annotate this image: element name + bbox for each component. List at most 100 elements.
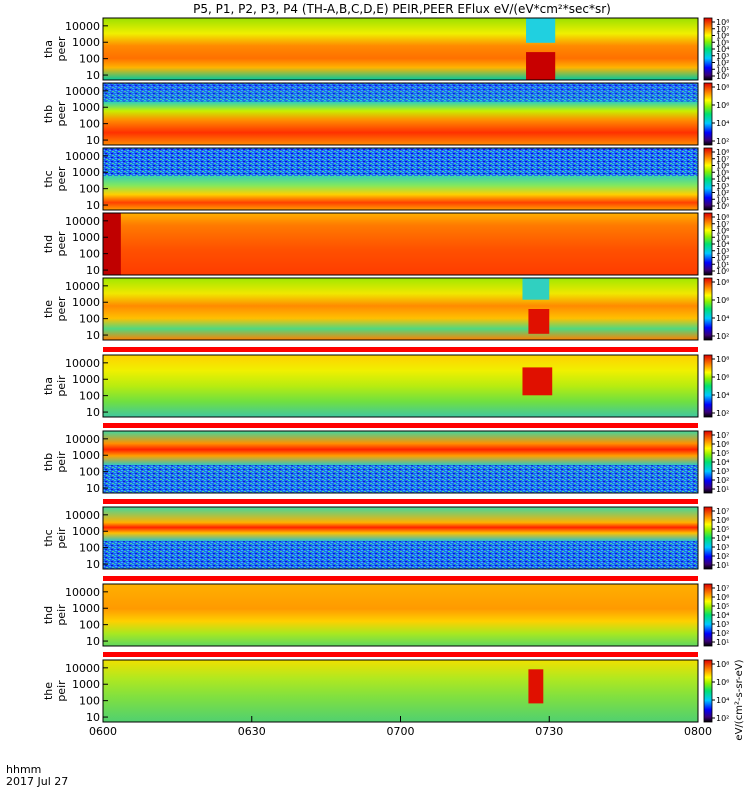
colorbar-tick-label: 10⁴ [716, 314, 729, 323]
colorbar-tick-label: 10⁷ [716, 584, 729, 593]
y-tick-label: 1000 [72, 36, 100, 49]
y-tick-label: 10000 [65, 85, 100, 98]
y-tick-label: 10 [86, 558, 100, 571]
event-band [526, 18, 556, 43]
colorbar-tick-label: 10¹ [716, 638, 729, 647]
colorbar [703, 659, 713, 723]
colorbar-tick-label: 10¹ [716, 561, 729, 570]
figure-title: P5, P1, P2, P3, P4 (TH-A,B,C,D,E) PEIR,P… [193, 2, 611, 16]
x-tick-label: 0630 [238, 725, 266, 738]
colorbar-tick-label: 10² [716, 332, 729, 341]
y-tick-label: 10000 [65, 357, 100, 370]
colorbar-tick-label: 10⁶ [716, 678, 729, 687]
y-tick-label: 100 [79, 183, 100, 196]
colorbar-tick-label: 10⁵ [716, 233, 729, 242]
status-bar [103, 347, 698, 352]
x-tick-label: 0730 [535, 725, 563, 738]
colorbar-tick-label: 10⁷ [716, 220, 729, 229]
colorbar [703, 277, 713, 341]
panel-the-peer: 10000 1000 100 10 the peer 10⁸ 10⁶ 10⁴ 10² [42, 277, 729, 342]
colorbar [703, 17, 713, 81]
spectrogram [103, 278, 698, 340]
panel-thb-peer: 10000 1000 100 10 thb peer 10⁸ 10⁶ 10⁴ 10² [42, 82, 729, 147]
spectrogram [103, 213, 698, 275]
panel-thc-peir: 10000 1000 100 10 thc peir 10⁷10⁶10⁵10⁴10³10²1… [42, 499, 729, 571]
spectrogram [103, 584, 698, 646]
colorbar-tick-label: 10⁵ [716, 602, 729, 611]
colorbar [703, 82, 713, 146]
colorbar-tick-label: 10⁶ [716, 32, 729, 41]
panel-ylabel: peir [55, 451, 68, 473]
y-tick-label: 1000 [72, 296, 100, 309]
colorbar-tick-label: 10¹ [716, 65, 729, 74]
colorbar-tick-label: 10² [716, 714, 729, 723]
colorbar [703, 212, 713, 276]
noise-region [103, 83, 698, 102]
status-bar [103, 423, 698, 428]
colorbar-tick-label: 10⁴ [716, 696, 729, 705]
y-tick-label: 100 [79, 619, 100, 632]
colorbar-tick-label: 10⁸ [716, 355, 729, 364]
panel-ylabel: peer [55, 101, 68, 127]
y-tick-label: 10000 [65, 150, 100, 163]
panel-ylabel: the [42, 300, 55, 318]
y-tick-label: 10 [86, 635, 100, 648]
event-band [528, 669, 544, 704]
spectrogram [103, 660, 698, 722]
colorbar-tick-label: 10³ [716, 247, 729, 256]
colorbar-tick-label: 10⁴ [716, 45, 729, 54]
y-tick-label: 10 [86, 264, 100, 277]
colorbar-tick-label: 10⁰ [716, 202, 729, 211]
panel-thb-peir: 10000 1000 100 10 thb peir 10⁷10⁶10⁵10⁴10³10²1… [42, 423, 729, 495]
x-axis-label-hhmm: hhmm [6, 763, 41, 776]
colorbar-tick-label: 10¹ [716, 195, 729, 204]
panel-frame [102, 277, 699, 341]
panel-ylabel: tha [42, 40, 55, 58]
y-tick-label: 10000 [65, 662, 100, 675]
y-tick-label: 10 [86, 406, 100, 419]
y-tick-label: 10 [86, 134, 100, 147]
panel-ylabel: peir [55, 604, 68, 626]
y-tick-label: 10000 [65, 586, 100, 599]
colorbar [703, 430, 713, 494]
panel-ylabel: peer [55, 296, 68, 322]
y-tick-label: 10 [86, 69, 100, 82]
colorbar-tick-label: 10⁵ [716, 449, 729, 458]
x-axis: 0600 0630 0700 0730 0800 [89, 716, 712, 738]
x-tick-label: 0600 [89, 725, 117, 738]
x-axis-label-date: 2017 Jul 27 [6, 775, 68, 788]
panel-frame [102, 354, 699, 418]
y-tick-label: 10000 [65, 509, 100, 522]
colorbar-tick-label: 10⁷ [716, 25, 729, 34]
y-tick-label: 10000 [65, 215, 100, 228]
colorbar-tick-label: 10² [716, 254, 729, 263]
panel-ylabel: thb [42, 105, 55, 123]
colorbar-tick-label: 10⁵ [716, 38, 729, 47]
colorbar-tick-label: 10⁴ [716, 458, 729, 467]
colorbar-tick-label: 10² [716, 189, 729, 198]
y-tick-label: 100 [79, 53, 100, 66]
colorbar-unit-label: eV/(cm²-s-sr-eV) [734, 659, 745, 740]
y-tick-label: 1000 [72, 449, 100, 462]
panel-ylabel: peir [55, 375, 68, 397]
noise-region [103, 465, 698, 493]
y-tick-label: 10 [86, 329, 100, 342]
colorbar-tick-label: 10⁷ [716, 155, 729, 164]
panel-frame [102, 82, 699, 146]
event-band [522, 367, 553, 396]
y-tick-label: 1000 [72, 525, 100, 538]
spectrogram [103, 18, 698, 80]
y-tick-label: 10000 [65, 433, 100, 446]
y-tick-label: 10000 [65, 280, 100, 293]
colorbar-tick-label: 10⁴ [716, 175, 729, 184]
y-tick-label: 100 [79, 695, 100, 708]
panel-frame [102, 583, 699, 647]
panel-frame [102, 506, 699, 570]
panel-ylabel: the [42, 682, 55, 700]
y-tick-label: 1000 [72, 231, 100, 244]
colorbar-tick-label: 10⁴ [716, 391, 729, 400]
colorbar-tick-label: 10² [716, 137, 729, 146]
colorbar-tick-label: 10³ [716, 467, 729, 476]
